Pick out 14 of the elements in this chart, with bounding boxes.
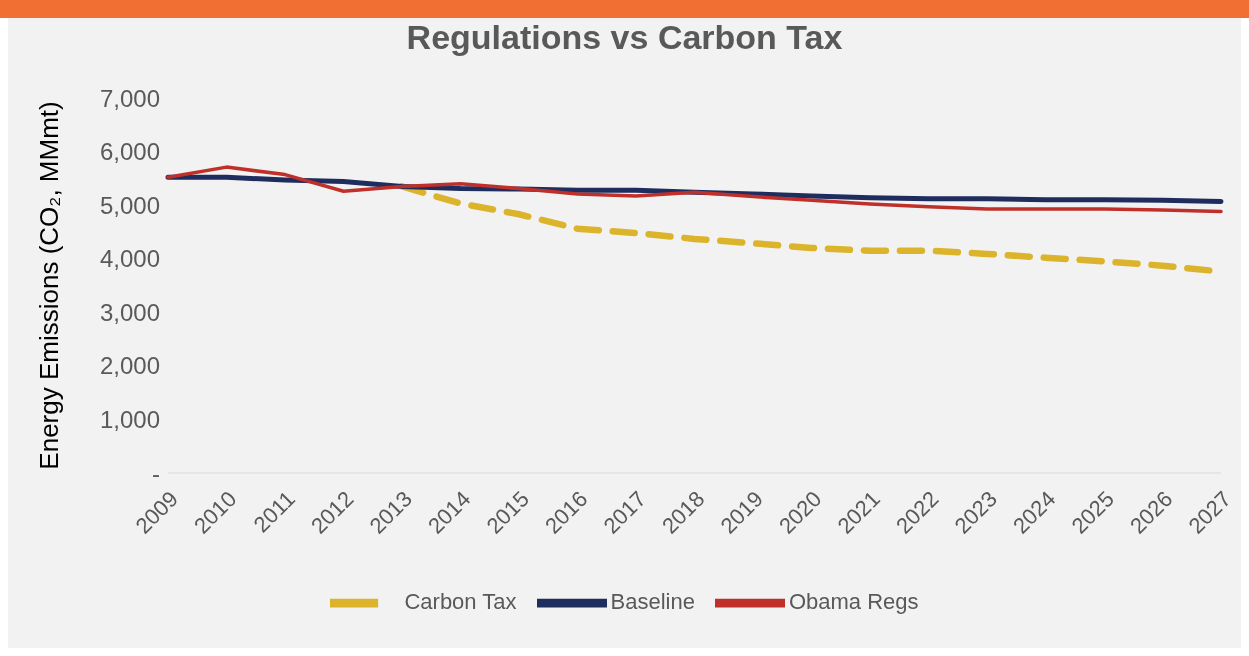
y-tick-label: 5,000 — [99, 191, 160, 219]
y-tick-label: 3,000 — [99, 298, 160, 326]
y-tick-label: - — [152, 459, 160, 487]
y-tick-label: 7,000 — [99, 84, 160, 112]
y-tick-label: 2,000 — [99, 352, 160, 380]
y-tick-label: 4,000 — [99, 245, 160, 273]
y-tick-label: 1,000 — [99, 405, 160, 433]
y-axis-title: Energy Emissions (CO₂, MMmt) — [34, 101, 64, 470]
line-series — [166, 165, 1223, 214]
legend-label: Obama Regs — [788, 588, 919, 614]
y-tick-label: 6,000 — [99, 138, 160, 166]
chart-title: Regulations vs Carbon Tax — [405, 18, 844, 57]
legend-label: Baseline — [610, 588, 695, 614]
legend-label: Carbon Tax — [404, 588, 517, 614]
